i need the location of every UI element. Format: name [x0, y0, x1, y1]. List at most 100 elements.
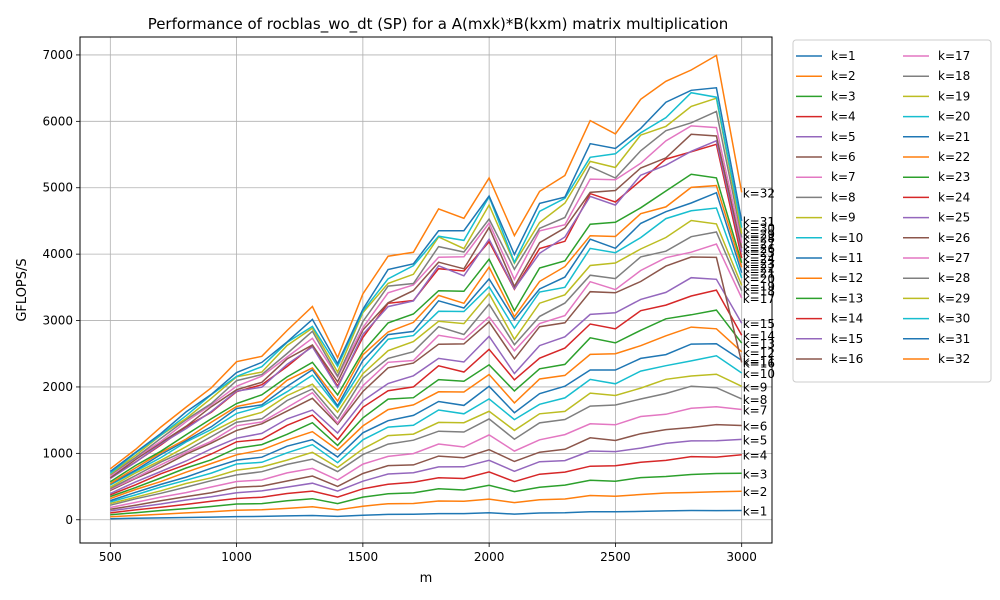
series-end-label: k=14 [743, 329, 775, 343]
legend: k=1 k=2 k=3 k=4 k=5 k=6 k=7 k=8 k=9 k=10 k=11 k=12 k… [792, 39, 992, 383]
legend-entry: k=19 [938, 89, 970, 103]
series-line-k=16 [109, 256, 743, 492]
series-end-label: k=27 [743, 237, 775, 251]
series-end-label: k=7 [743, 404, 768, 418]
legend-entry: k=3 [831, 89, 856, 103]
legend-entry: k=26 [938, 231, 970, 245]
series-end-label: k=29 [743, 228, 775, 242]
x-axis: 500 1000 1500 2000 2500 3000 [99, 543, 757, 564]
legend-entry: k=21 [938, 130, 970, 144]
series-line-k=7 [110, 406, 742, 509]
series-line-k=15 [109, 276, 743, 495]
y-axis-label: GFLOPS/S [15, 258, 30, 321]
series-end-label: k=17 [743, 292, 775, 306]
y-tick-label: 7000 [42, 48, 73, 62]
legend-entry: k=14 [831, 312, 863, 326]
series-line-k=27 [109, 125, 743, 477]
series-line-k=22 [109, 184, 743, 485]
series-end-label: k=12 [743, 346, 775, 360]
chart-title: Performance of rocblas_wo_dt (SP) for a … [148, 15, 729, 34]
legend-entry: k=30 [938, 312, 970, 326]
legend-entry: k=32 [938, 352, 970, 366]
series-line-k=2 [110, 490, 742, 518]
x-tick-label: 2500 [600, 550, 631, 564]
series-line-k=13 [110, 309, 743, 498]
legend-entry: k=27 [938, 251, 970, 265]
series-line-k=26 [109, 133, 743, 479]
legend-entry: k=31 [938, 332, 970, 346]
series-end-label: k=5 [743, 433, 768, 447]
x-tick-label: 1500 [348, 550, 379, 564]
series-end-label: k=15 [743, 317, 775, 331]
legend-entry: k=1 [831, 49, 856, 63]
series-line-k=8 [110, 385, 743, 506]
legend-entry: k=18 [938, 69, 970, 83]
series-line-k=5 [110, 438, 742, 512]
series-end-label: k=23 [743, 257, 775, 271]
legend-entry: k=7 [831, 170, 856, 184]
series-end-label: k=19 [743, 279, 775, 293]
x-tick-label: 2000 [474, 550, 505, 564]
series-end-label: k=25 [743, 246, 775, 260]
grid [80, 37, 772, 543]
legend-entry: k=2 [831, 69, 856, 83]
legend-entry: k=9 [831, 211, 856, 225]
legend-entry: k=15 [831, 332, 863, 346]
series-line-k=17 [109, 243, 743, 490]
legend-entry: k=17 [938, 49, 970, 63]
y-tick-label: 3000 [42, 314, 73, 328]
x-axis-label: m [420, 571, 433, 586]
legend-entry: k=20 [938, 110, 970, 124]
series-end-label: k=9 [743, 380, 768, 394]
series-line-k=32 [109, 54, 743, 470]
series-layer [109, 54, 743, 520]
series-line-k=1 [110, 509, 742, 520]
series-end-label: k=1 [743, 504, 768, 518]
series-line-k=20 [109, 207, 743, 486]
y-tick-label: 4000 [42, 247, 73, 261]
legend-entry: k=25 [938, 211, 970, 225]
series-end-label: k=26 [743, 242, 775, 256]
legend-box [792, 39, 992, 383]
y-tick-label: 0 [65, 513, 73, 527]
series-end-label: k=20 [743, 272, 775, 286]
legend-entry: k=22 [938, 150, 970, 164]
series-end-label: k=31 [743, 215, 775, 229]
legend-entry: k=5 [831, 130, 856, 144]
series-end-label: k=28 [743, 232, 775, 246]
legend-entry: k=11 [831, 251, 863, 265]
series-line-k=3 [110, 472, 742, 516]
series-line-k=18 [109, 231, 743, 490]
x-tick-label: 1000 [221, 550, 252, 564]
series-end-label: k=2 [743, 485, 768, 499]
series-line-k=31 [109, 86, 743, 473]
series-end-label: k=3 [743, 467, 768, 481]
legend-entry: k=23 [938, 170, 970, 184]
legend-entry: k=28 [938, 271, 970, 285]
legend-entry: k=13 [831, 291, 863, 305]
series-end-label: k=4 [743, 449, 768, 463]
legend-entry: k=8 [831, 190, 856, 204]
series-end-label: k=30 [743, 222, 775, 236]
y-tick-label: 5000 [42, 181, 73, 195]
series-end-label: k=32 [743, 186, 775, 200]
series-end-label: k=6 [743, 419, 768, 433]
series-line-k=12 [110, 326, 743, 500]
series-line-k=6 [110, 423, 742, 511]
legend-entry: k=12 [831, 271, 863, 285]
legend-entry: k=29 [938, 291, 970, 305]
series-line-k=10 [110, 355, 743, 503]
y-tick-label: 1000 [42, 446, 73, 460]
legend-entry: k=4 [831, 110, 856, 124]
series-line-k=14 [110, 289, 743, 496]
series-line-k=19 [109, 219, 743, 488]
series-line-k=21 [109, 191, 743, 485]
series-end-label: k=11 [743, 354, 775, 368]
series-line-k=29 [109, 97, 743, 475]
legend-entry: k=6 [831, 150, 856, 164]
y-tick-label: 6000 [42, 114, 73, 128]
series-end-label: k=22 [743, 261, 775, 275]
series-end-label: k=16 [743, 356, 775, 370]
series-line-k=11 [110, 342, 743, 502]
series-end-label: k=18 [743, 285, 775, 299]
